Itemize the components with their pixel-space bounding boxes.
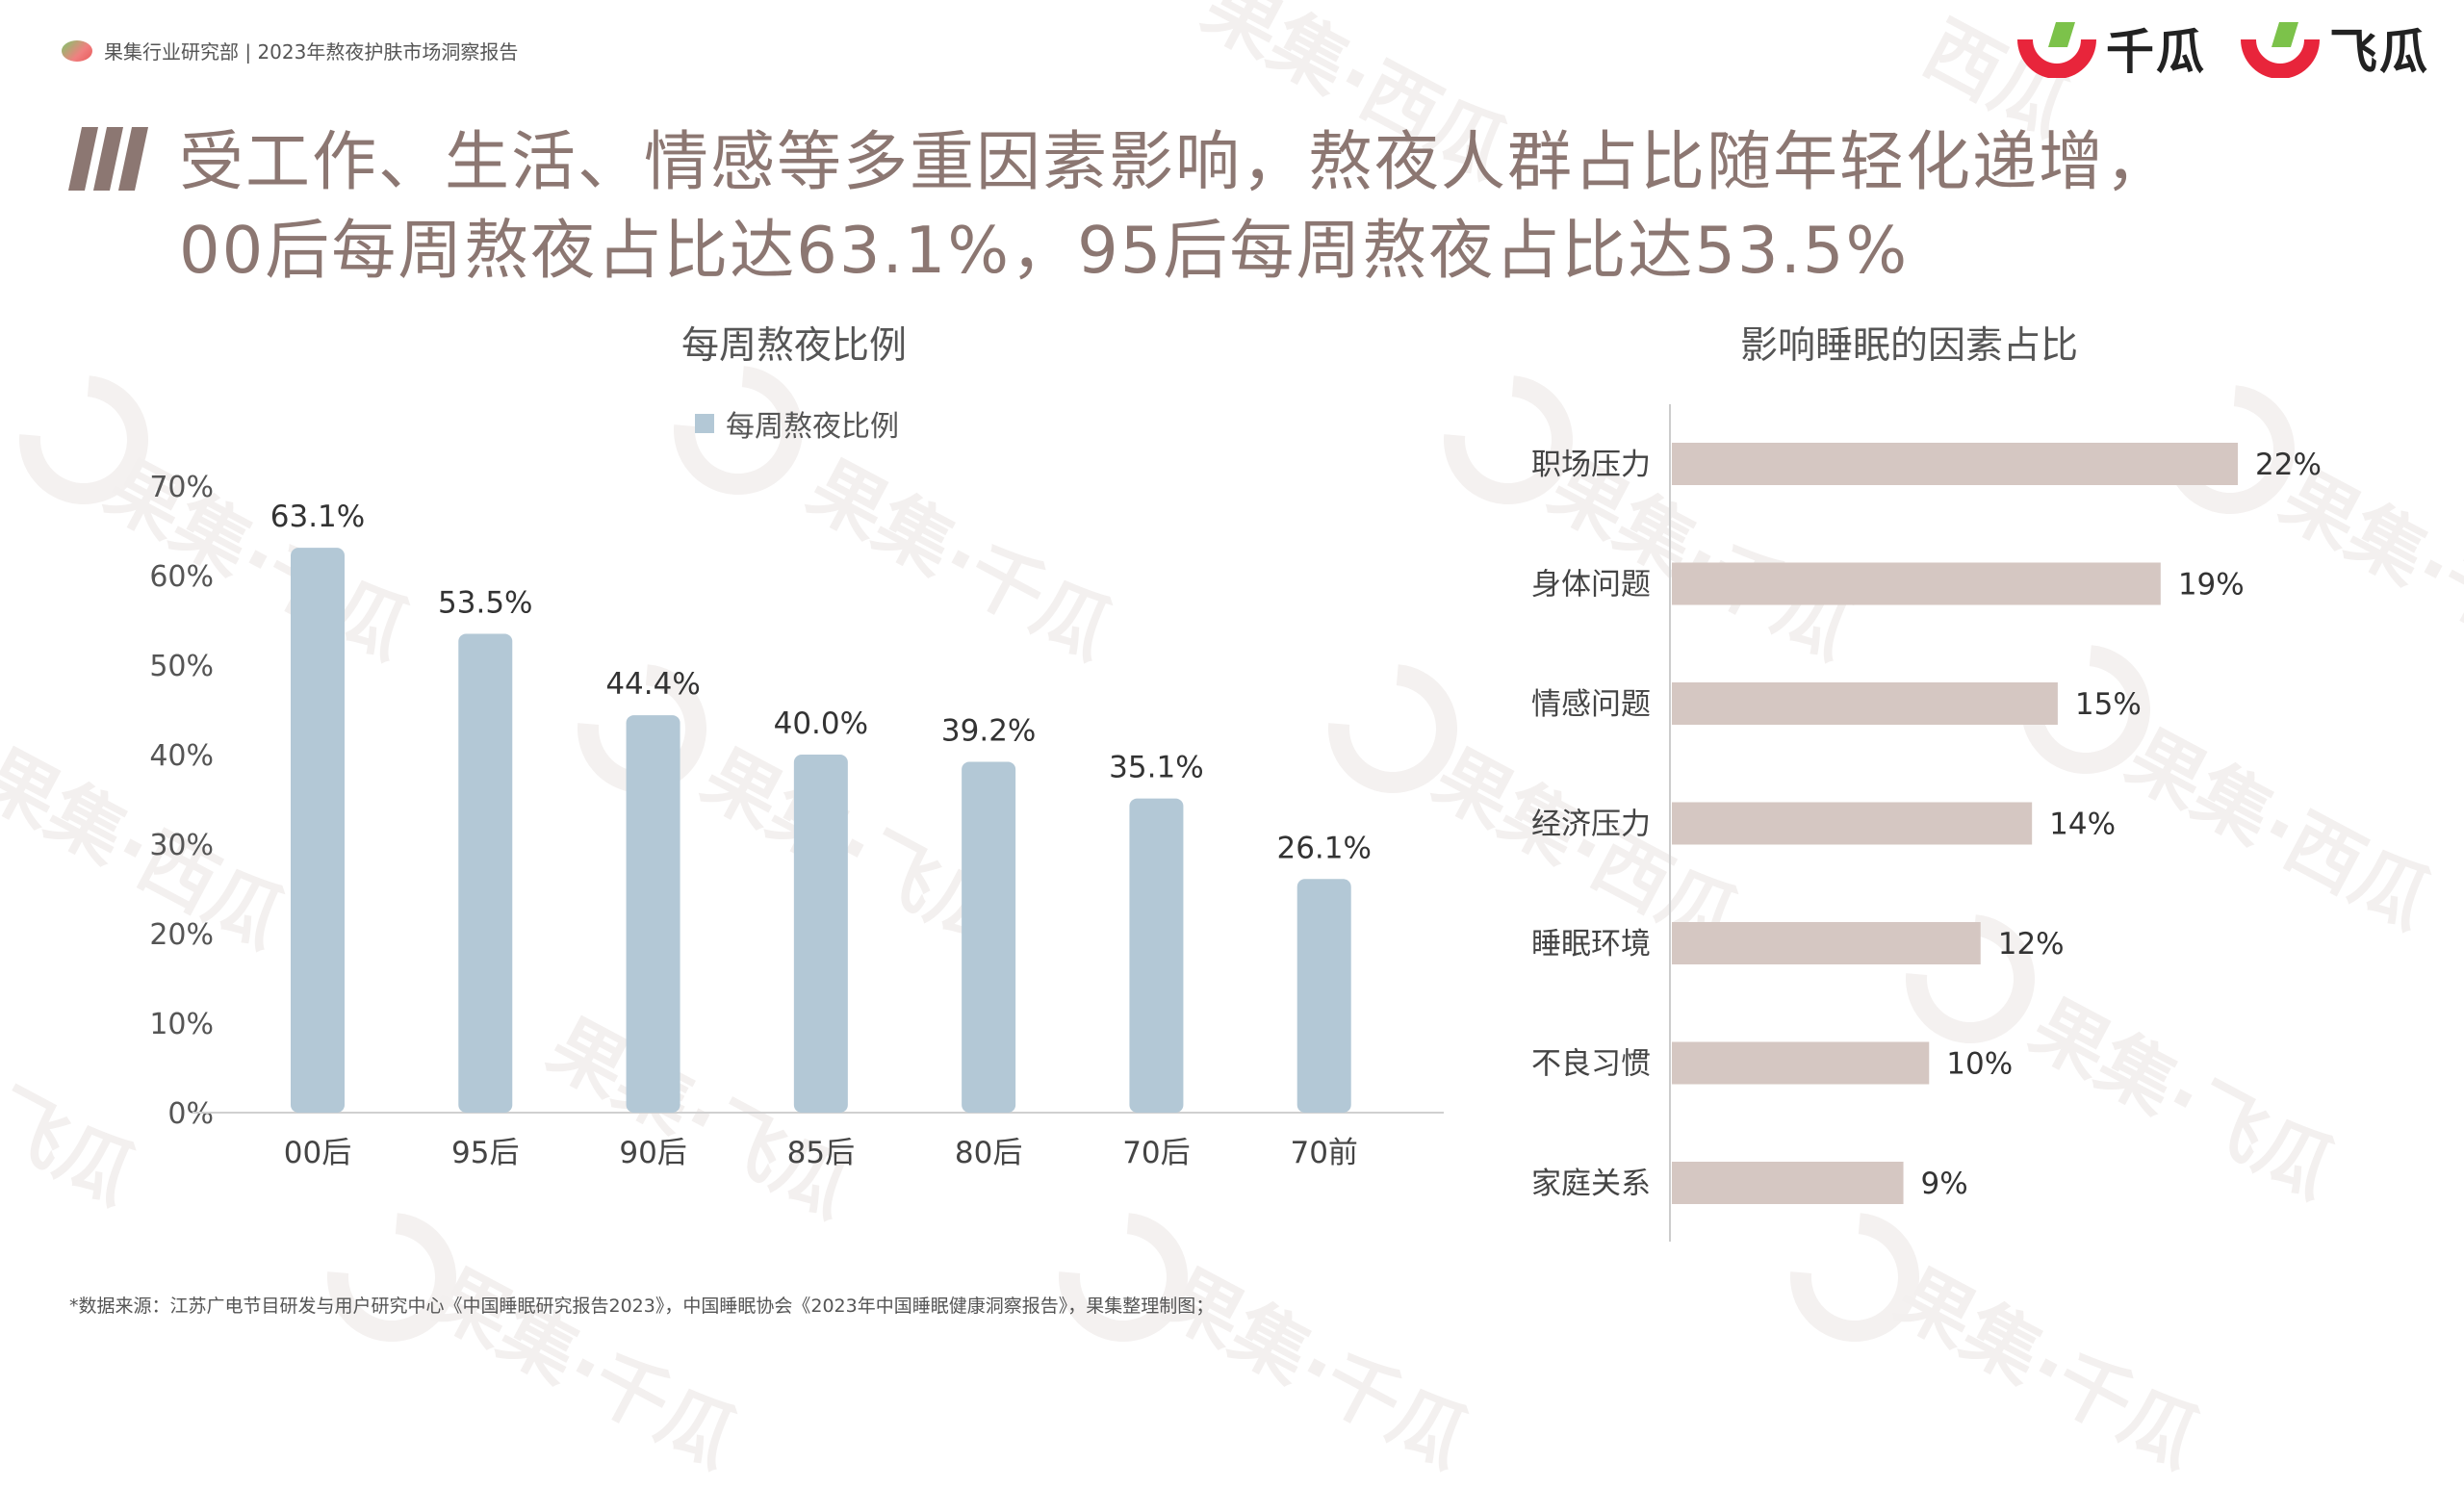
y-tick-label: 30%: [149, 829, 214, 862]
bar-value-label: 19%: [2178, 568, 2245, 603]
brand-dot-icon: [62, 39, 92, 62]
category-label: 情感问题: [1531, 687, 1651, 722]
bar: [291, 548, 345, 1113]
bar: [1672, 802, 2033, 845]
x-tick-label: 00后: [284, 1136, 351, 1170]
category-label: 职场压力: [1531, 448, 1651, 482]
report-header-text: 果集行业研究部 | 2023年熬夜护肤市场洞察报告: [104, 40, 519, 64]
report-header: 果集行业研究部 | 2023年熬夜护肤市场洞察报告: [62, 37, 518, 64]
feigua-mark-icon: [2241, 22, 2320, 78]
sleep-factors-bar-chart: 职场压力 22% 身体问题 19% 情感问题 15% 经济压力 14% 睡眠环境 12% 不良习惯 1…: [1531, 404, 2322, 1242]
weekly-late-night-bar-chart: 0% 10% 20% 30% 40% 50% 60% 70% 63.1% 00后 53.5% 95后 4…: [149, 471, 1444, 1170]
feigua-logo: 飞瓜: [2241, 13, 2429, 83]
y-tick-label: 70%: [149, 471, 214, 504]
bar: [1672, 443, 2238, 485]
x-tick-label: 70后: [1122, 1136, 1190, 1170]
x-tick-label: 85后: [787, 1136, 855, 1170]
category-label: 经济压力: [1531, 808, 1651, 842]
y-tick-label: 60%: [149, 560, 214, 594]
x-tick-label: 70前: [1290, 1136, 1357, 1170]
bar-value-label: 26.1%: [1276, 831, 1371, 865]
bar: [793, 755, 848, 1113]
bar-value-label: 10%: [1946, 1047, 2013, 1082]
page-title: 受工作、生活、情感等多重因素影响，熬夜人群占比随年轻化递增， 00后每周熬夜占比…: [179, 117, 2393, 295]
category-label: 身体问题: [1531, 568, 1651, 603]
bar: [1129, 798, 1184, 1113]
bar: [1672, 922, 1981, 964]
x-tick-label: 80后: [955, 1136, 1022, 1170]
bar-value-label: 63.1%: [270, 500, 365, 534]
brand-logos: 千瓜 飞瓜: [2017, 13, 2429, 83]
y-tick-label: 0%: [167, 1097, 214, 1131]
y-tick-label: 40%: [149, 739, 214, 773]
bar-value-label: 9%: [1921, 1167, 1968, 1201]
bar-value-label: 12%: [1998, 927, 2065, 962]
bar-value-label: 15%: [2075, 687, 2142, 722]
category-label: 家庭关系: [1531, 1167, 1651, 1201]
bar-chart-title: 每周熬夜比例: [681, 324, 908, 368]
bar: [626, 715, 680, 1113]
qiangua-logo-text: 千瓜: [2106, 24, 2206, 80]
y-tick-label: 20%: [149, 918, 214, 952]
bar: [1672, 562, 2161, 605]
x-tick-label: 95后: [451, 1136, 519, 1170]
watermark-text: 果集·千瓜: [1150, 1253, 1482, 1485]
bar: [1672, 682, 2058, 725]
watermark-text: 果集·千瓜: [1882, 1253, 2214, 1485]
page-title-line-2: 00后每周熬夜占比达63.1%，95后每周熬夜占比达53.5%: [179, 213, 1910, 288]
y-tick-label: 10%: [149, 1008, 214, 1041]
bar: [1296, 879, 1351, 1113]
legend-label: 每周熬夜比例: [726, 410, 899, 444]
legend-swatch: [695, 414, 714, 433]
bar-value-label: 44.4%: [605, 667, 700, 702]
bar: [1672, 1162, 1904, 1204]
y-tick-label: 50%: [149, 650, 214, 683]
bar-value-label: 39.2%: [941, 713, 1036, 748]
bar-value-label: 53.5%: [438, 585, 532, 620]
data-source-note: *数据来源：江苏广电节目研发与用户研究中心《中国睡眠研究报告2023》，中国睡眠…: [69, 1296, 1215, 1317]
hbar-chart-title: 影响睡眠的因素占比: [1740, 324, 2079, 368]
bar-value-label: 35.1%: [1109, 751, 1203, 785]
watermark-text: 果集·千瓜: [419, 1253, 751, 1485]
bar-value-label: 22%: [2255, 448, 2322, 482]
qiangua-logo: 千瓜: [2017, 13, 2206, 83]
x-tick-label: 90后: [619, 1136, 686, 1170]
category-label: 睡眠环境: [1531, 927, 1651, 962]
bar: [962, 761, 1016, 1113]
bar-value-label: 14%: [2049, 808, 2116, 842]
bar: [458, 633, 513, 1113]
category-label: 不良习惯: [1531, 1047, 1651, 1082]
page-title-line-1: 受工作、生活、情感等多重因素影响，熬夜人群占比随年轻化递增，: [179, 124, 2171, 199]
qiangua-mark-icon: [2017, 22, 2096, 78]
bar: [1672, 1041, 1930, 1085]
bar-chart-legend: 每周熬夜比例: [695, 402, 899, 445]
bar-value-label: 40.0%: [774, 706, 868, 741]
feigua-logo-text: 飞瓜: [2329, 24, 2429, 80]
